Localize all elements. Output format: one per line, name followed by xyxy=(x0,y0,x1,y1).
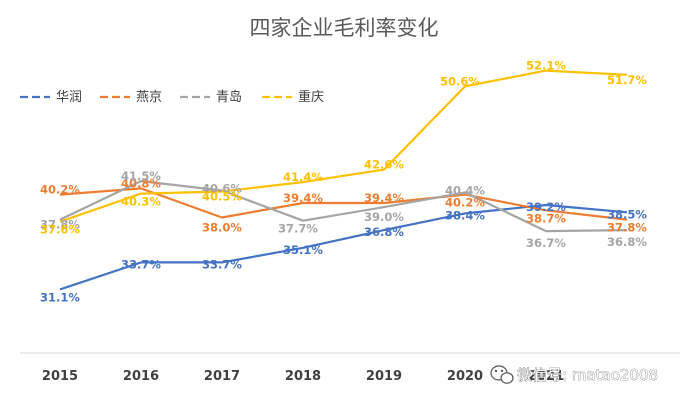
data-label: 33.7% xyxy=(121,257,161,271)
legend-label: 重庆 xyxy=(298,89,324,105)
data-label: 33.7% xyxy=(202,257,242,271)
x-tick-label: 2015 xyxy=(42,369,78,384)
data-label: 40.2% xyxy=(40,183,80,197)
legend-label: 燕京 xyxy=(136,90,162,105)
data-label: 39.2% xyxy=(526,200,566,214)
data-label: 38.0% xyxy=(202,221,242,235)
data-label: 50.6% xyxy=(440,74,480,88)
data-label: 31.1% xyxy=(40,290,80,304)
legend-label: 青岛 xyxy=(216,89,242,105)
x-axis-ticks: 2015 2016 2017 2018 2019 2020 2021 xyxy=(42,369,564,384)
watermark: 微信号: matao2008 xyxy=(490,365,658,384)
data-label: 39.0% xyxy=(364,210,404,224)
data-label: 42.6% xyxy=(364,158,404,172)
data-label: 52.1% xyxy=(526,59,566,73)
data-label: 38.4% xyxy=(445,208,485,222)
series-line-3 xyxy=(59,180,628,233)
x-tick-label: 2019 xyxy=(366,369,402,384)
data-label: 41.5% xyxy=(121,169,161,183)
legend-label: 华润 xyxy=(56,90,82,105)
data-label: 37.8% xyxy=(607,221,647,235)
data-label: 51.7% xyxy=(607,73,647,87)
watermark-text: 微信号: matao2008 xyxy=(517,366,658,384)
series-lines xyxy=(59,69,628,291)
data-label: 39.4% xyxy=(364,191,404,205)
data-label: 40.8% xyxy=(121,176,161,190)
x-tick-label: 2018 xyxy=(285,369,321,384)
data-label: 40.5% xyxy=(202,190,242,204)
data-labels: 31.1% 33.7% 33.7% 35.1% 36.8% 38.4% 39.2% 38.5%… xyxy=(40,59,647,305)
data-label: 37.7% xyxy=(278,222,318,236)
data-label: 37.8% xyxy=(40,218,80,232)
wechat-icon xyxy=(490,365,514,384)
x-tick-label: 2020 xyxy=(447,369,483,384)
x-tick-label: 2021 xyxy=(528,369,564,384)
data-label: 35.1% xyxy=(283,243,323,257)
chart-title: 四家企业毛利率变化 xyxy=(250,16,439,40)
data-label: 37.6% xyxy=(40,223,80,237)
data-label: 40.4% xyxy=(445,184,485,198)
series-line-1 xyxy=(59,203,628,291)
data-label: 40.3% xyxy=(121,195,161,209)
x-tick-label: 2017 xyxy=(204,369,240,384)
data-label: 40.2% xyxy=(445,196,485,210)
data-label: 36.8% xyxy=(364,225,404,239)
data-label: 38.5% xyxy=(607,207,647,221)
data-label: 41.4% xyxy=(283,170,323,184)
series-line-4 xyxy=(59,69,628,223)
data-label: 36.8% xyxy=(607,235,647,249)
data-label: 40.6% xyxy=(202,181,242,195)
data-label: 39.4% xyxy=(283,191,323,205)
data-label: 36.7% xyxy=(526,236,566,250)
x-tick-label: 2016 xyxy=(123,369,159,384)
data-label: 38.7% xyxy=(526,211,566,225)
legend: 华润 燕京 青岛 重庆 xyxy=(20,89,324,105)
